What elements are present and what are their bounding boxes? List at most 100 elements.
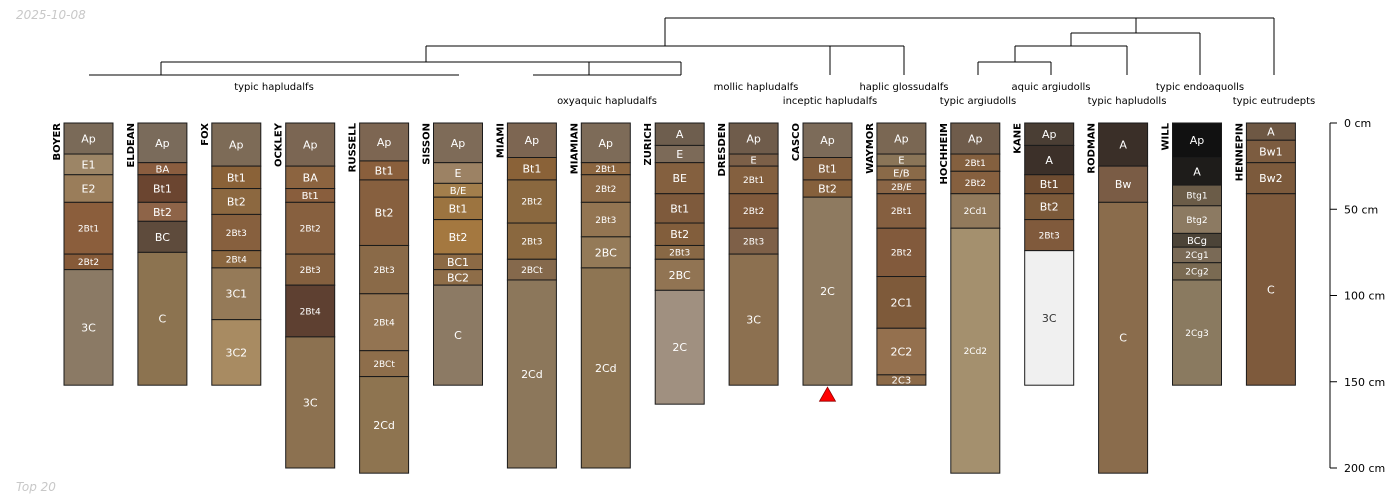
profile-name-label: WILL <box>1161 122 1172 150</box>
taxonomy-label: oxyaquic hapludalfs <box>557 96 657 107</box>
horizon-box <box>1098 165 1149 203</box>
horizon-box <box>580 201 631 238</box>
horizon-label: E/B <box>893 169 910 180</box>
horizon-label: 2Bt1 <box>743 176 764 186</box>
horizon-label: 2C1 <box>891 296 913 309</box>
horizon-label: C <box>454 329 462 342</box>
depth-axis-tick-label: 150 cm <box>1344 376 1385 389</box>
horizon-label: 2Bt3 <box>669 249 690 259</box>
horizon-label: 2Bt2 <box>595 185 616 195</box>
horizon-label: 2Cd1 <box>964 207 987 217</box>
horizon-box <box>137 174 188 203</box>
horizon-label: Bt1 <box>302 191 319 202</box>
horizon-box <box>359 376 410 474</box>
horizon-label: BA <box>303 171 319 184</box>
taxonomy-label: inceptic hapludalfs <box>783 96 877 107</box>
horizon-box <box>1172 122 1222 158</box>
horizon-box <box>137 220 188 253</box>
horizon-label: C <box>1119 332 1127 345</box>
horizon-label: Ap <box>820 134 835 147</box>
footer-label: Top 20 <box>16 480 56 494</box>
profile-name-label: MIAMI <box>495 123 506 158</box>
horizon-label: BC1 <box>447 256 469 269</box>
horizon-label: Btg1 <box>1186 192 1207 202</box>
horizon-box <box>63 201 114 255</box>
profile-name-label: CASCO <box>791 123 802 161</box>
horizon-label: 2Bt3 <box>226 229 247 239</box>
horizon-box <box>580 267 631 469</box>
horizon-box <box>63 122 114 155</box>
profile-name-label: ELDEAN <box>126 123 137 167</box>
horizon-label: C <box>1267 283 1275 296</box>
horizon-label: Ap <box>229 139 244 152</box>
taxonomy-label: typic hapludolls <box>1088 96 1167 107</box>
horizon-label: 2Cd <box>373 419 395 432</box>
horizon-label: Bt2 <box>227 195 246 208</box>
horizon-box <box>1245 162 1296 195</box>
taxonomy-label: aquic argiudolls <box>1011 82 1090 93</box>
horizon-label: 2Bt2 <box>300 224 321 234</box>
horizon-box <box>1172 205 1222 234</box>
horizon-label: 2Bt2 <box>78 258 99 268</box>
depth-axis-tick-label: 0 cm <box>1344 117 1371 130</box>
horizon-label: 2Cg3 <box>1185 329 1208 339</box>
horizon-box <box>359 179 410 246</box>
horizon-label: 2Cg1 <box>1185 251 1208 261</box>
profile-name-label: HOCHHEIM <box>939 123 950 184</box>
horizon-label: E <box>455 167 462 180</box>
horizon-label: 3C1 <box>225 288 247 301</box>
horizon-label: Bt1 <box>153 183 172 196</box>
taxonomy-label: mollic hapludalfs <box>714 82 799 93</box>
horizon-label: 3C <box>81 321 96 334</box>
horizon-label: 2Bt3 <box>1039 231 1060 241</box>
taxonomy-label: typic endoaquolls <box>1156 82 1244 93</box>
horizon-label: 2Bt2 <box>891 249 912 259</box>
horizon-box <box>1172 157 1222 186</box>
horizon-label: E2 <box>82 183 96 196</box>
horizon-box <box>728 122 779 155</box>
horizon-box <box>654 258 705 291</box>
horizon-label: 2Cd <box>595 362 617 375</box>
horizon-box <box>433 219 483 255</box>
horizon-box <box>654 193 705 224</box>
profile-name-label: HENNEPIN <box>1234 123 1245 181</box>
horizon-label: 2BCt <box>373 360 395 370</box>
horizon-label: 2Bt2 <box>521 198 542 208</box>
horizon-label: A <box>1193 165 1201 178</box>
horizon-label: 3C2 <box>225 346 247 359</box>
horizon-box <box>63 174 114 203</box>
horizon-label: Ap <box>377 136 392 149</box>
horizon-label: Ap <box>894 132 909 145</box>
horizon-label: Bt1 <box>227 171 246 184</box>
horizon-box <box>137 122 188 164</box>
horizon-box <box>1098 122 1149 167</box>
horizon-box <box>950 193 1001 229</box>
horizon-label: Bt2 <box>153 206 172 219</box>
horizon-label: 2Bt3 <box>374 266 395 276</box>
horizon-box <box>506 279 557 469</box>
profile-name-label: FOX <box>200 123 211 146</box>
date-label: 2025-10-08 <box>16 8 86 22</box>
horizon-label: BC <box>155 231 170 244</box>
horizon-box <box>1172 279 1222 386</box>
horizon-box <box>1098 201 1149 474</box>
horizon-box <box>728 253 779 386</box>
taxonomy-label: typic hapludalfs <box>234 82 314 93</box>
horizon-label: Bt1 <box>818 163 837 176</box>
horizon-label: 2BC <box>669 269 691 282</box>
horizon-label: A <box>1045 154 1053 167</box>
horizon-label: Ap <box>525 134 540 147</box>
horizon-box <box>876 374 927 386</box>
profile-name-label: DRESDEN <box>717 123 728 177</box>
horizon-box <box>876 122 927 155</box>
profile-name-label: ZURICH <box>643 123 654 166</box>
horizon-label: E1 <box>82 158 96 171</box>
horizon-label: C <box>159 313 167 326</box>
horizon-label: Ap <box>599 137 614 150</box>
profile-name-label: RODMAN <box>1087 123 1098 174</box>
horizon-label: BCg <box>1187 236 1207 247</box>
horizon-label: Ap <box>746 132 761 145</box>
profile-name-label: OCKLEY <box>274 122 285 167</box>
horizon-box <box>211 188 262 215</box>
